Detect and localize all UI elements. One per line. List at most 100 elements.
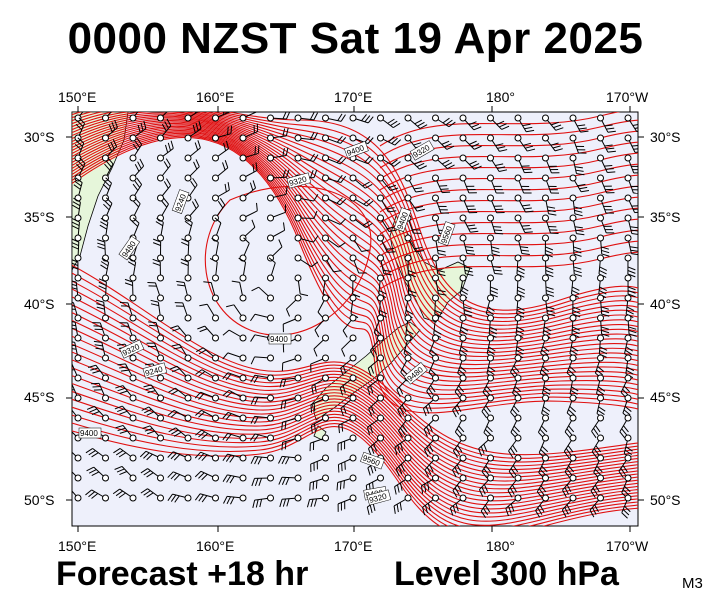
wind-barb-feather	[466, 249, 475, 252]
wind-barb-feather	[137, 161, 142, 169]
wind-barb-feather	[85, 489, 93, 496]
station-circle	[212, 494, 219, 502]
wind-barb-feather	[505, 508, 509, 517]
station-circle	[212, 374, 219, 382]
station-circle	[432, 314, 439, 322]
wind-barb-feather	[514, 386, 522, 393]
wind-barb-feather	[444, 143, 452, 148]
station-circle	[569, 414, 577, 422]
wind-barb-feather	[388, 184, 397, 189]
wind-barb-feather	[285, 477, 290, 486]
wind-barb-feather	[631, 145, 638, 147]
station-circle	[487, 354, 494, 362]
station-circle	[349, 234, 357, 242]
wind-barb-feather	[492, 266, 501, 268]
wind-barb-feather	[313, 210, 318, 219]
station-circle	[184, 454, 192, 462]
wind-barb-feather	[112, 488, 120, 495]
wind-barb-feather	[85, 448, 93, 454]
station-circle	[624, 354, 632, 362]
wind-barb-feather	[117, 387, 126, 392]
wind-barb-feather	[166, 178, 171, 186]
station-circle	[322, 174, 329, 182]
station-circle	[74, 474, 82, 482]
station-circle	[459, 314, 467, 322]
wind-barb-feather	[629, 246, 638, 249]
station-circle	[597, 334, 604, 342]
wind-barb-feather	[375, 329, 382, 336]
wind-barb-feather	[548, 213, 557, 216]
wind-barb-feather	[194, 142, 199, 151]
wind-barb-feather	[252, 180, 257, 189]
wind-barb-feather	[195, 122, 199, 131]
station-circle	[349, 294, 357, 302]
bottom-lon-label: 150°E	[58, 538, 96, 554]
wind-barb-feather	[601, 333, 610, 337]
wind-barb-feather	[508, 471, 515, 479]
wind-barb-feather	[400, 443, 404, 452]
station-circle	[487, 194, 494, 202]
wind-barb-feather	[428, 403, 432, 412]
wind-barb-feather	[474, 145, 482, 150]
wind-barb-feather	[393, 122, 401, 129]
wind-barb-feather	[97, 246, 106, 250]
station-circle	[514, 334, 522, 342]
wind-barb-feather	[571, 289, 580, 295]
wind-barb-feather	[434, 310, 443, 315]
station-circle	[294, 214, 302, 222]
wind-barb-feather	[226, 475, 232, 483]
wind-barb-feather	[222, 433, 229, 441]
wind-barb-feather	[144, 408, 152, 414]
wind-barb-feather	[341, 423, 344, 432]
wind-barb-feather	[198, 371, 206, 377]
wind-barb-feather	[573, 269, 582, 274]
station-circle	[377, 474, 384, 482]
station-circle	[514, 394, 522, 402]
wind-barb-feather	[361, 114, 367, 122]
wind-barb-feather	[571, 386, 579, 392]
station-circle	[184, 214, 192, 222]
station-circle	[404, 174, 412, 182]
wind-barb-feather	[62, 489, 69, 492]
wind-barb-feather	[478, 489, 484, 497]
station-circle	[129, 154, 137, 162]
station-circle	[404, 414, 412, 422]
contour-label-box	[409, 140, 435, 161]
wind-barb-feather	[370, 385, 374, 394]
station-circle	[542, 154, 549, 162]
wind-barb-feather	[405, 309, 414, 315]
wind-barb-feather	[414, 160, 422, 165]
station-circle	[377, 174, 384, 182]
wind-barb-feather	[469, 140, 477, 145]
station-circle	[349, 254, 357, 262]
wind-barb-feather	[372, 347, 378, 355]
wind-barb-feather	[424, 483, 427, 493]
wind-barb-feather	[471, 123, 480, 128]
wind-barb-feather	[282, 148, 285, 157]
wind-barb-feather	[314, 329, 320, 338]
wind-barb-feather	[198, 120, 202, 129]
station-circle	[514, 314, 522, 322]
station-circle	[514, 374, 522, 382]
wind-barb-feather	[282, 498, 287, 507]
wind-barb-feather	[192, 124, 196, 133]
wind-barb-feather	[521, 224, 530, 227]
wind-barb-feather	[139, 99, 143, 106]
station-circle	[267, 274, 274, 282]
wind-barb-feather	[252, 500, 256, 509]
wind-barb-feather	[437, 249, 446, 253]
wind-barb-feather	[108, 124, 113, 133]
wind-barb-feather	[72, 308, 76, 310]
wind-barb-feather	[458, 369, 466, 376]
station-circle	[542, 174, 549, 182]
wind-barb-feather	[152, 238, 161, 243]
wind-barb-feather	[352, 293, 361, 298]
wind-barb-feather	[599, 286, 607, 291]
wind-barb-feather	[570, 346, 579, 352]
station-circle	[157, 474, 164, 482]
wind-barb-feather	[545, 250, 553, 254]
station-circle	[102, 314, 109, 322]
wind-barb-feather	[454, 487, 460, 495]
wind-barb-feather	[538, 488, 545, 496]
wind-barb-feather	[516, 346, 525, 352]
